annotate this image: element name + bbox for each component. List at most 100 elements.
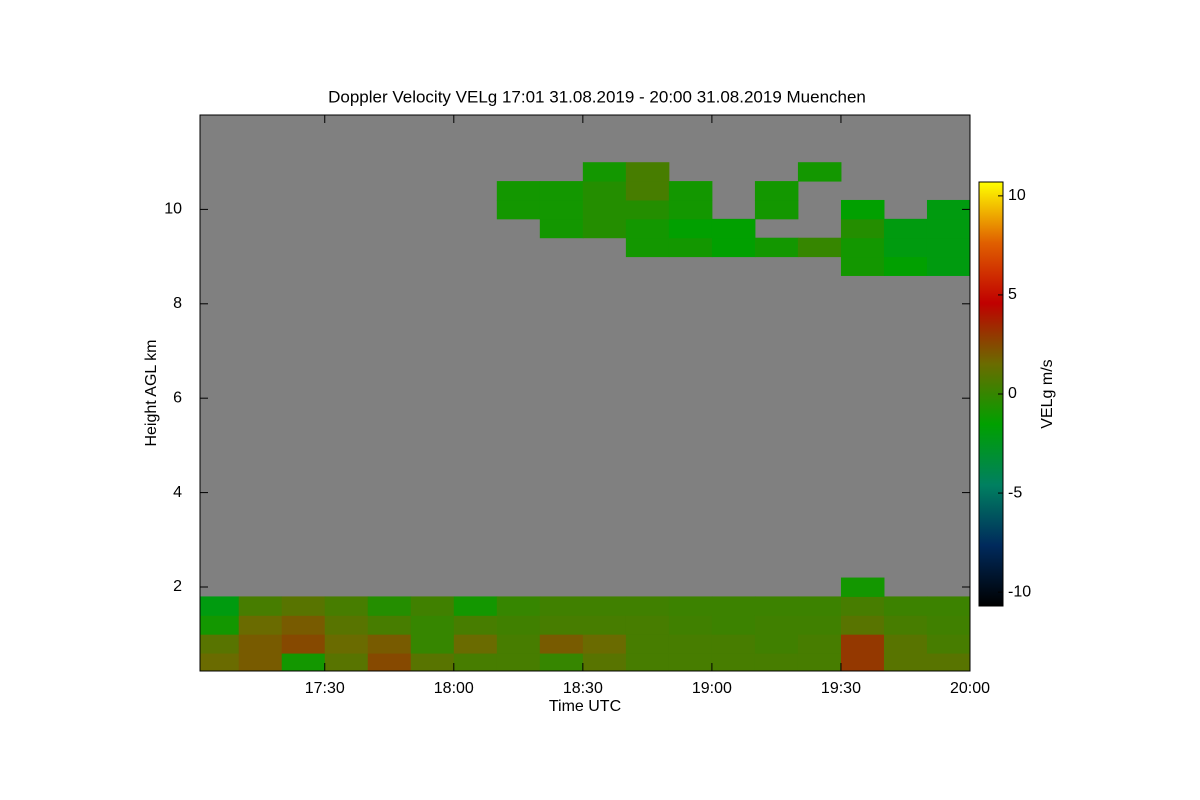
y-tick-label: 2: [173, 578, 182, 595]
heatmap-cell: [926, 218, 971, 239]
heatmap-cell: [539, 181, 584, 201]
heatmap-cell: [410, 596, 455, 616]
heatmap-cell: [625, 615, 670, 635]
heatmap-cell: [797, 615, 842, 635]
heatmap-cell: [797, 237, 842, 258]
heatmap-cell: [711, 237, 756, 258]
x-tick-label: 19:00: [692, 680, 732, 697]
heatmap-cell: [367, 615, 412, 635]
heatmap-cell: [582, 615, 627, 635]
x-tick-label: 19:30: [821, 680, 861, 697]
heatmap-cell: [200, 653, 240, 672]
heatmap-cell: [668, 199, 713, 220]
heatmap-cell: [754, 181, 799, 201]
heatmap-cell: [539, 199, 584, 220]
colorbar-tick-label: 0: [1008, 385, 1017, 402]
colorbar-tick-label: -5: [1008, 484, 1022, 501]
heatmap-cell: [797, 653, 842, 672]
heatmap-cell: [496, 181, 541, 201]
heatmap-cell: [281, 653, 326, 672]
heatmap-cell: [926, 256, 971, 276]
heatmap-cell: [625, 181, 670, 201]
heatmap-cell: [754, 653, 799, 672]
heatmap-cell: [582, 162, 627, 182]
heatmap-cell: [324, 596, 369, 616]
heatmap-cell: [926, 634, 971, 654]
heatmap-cell: [281, 615, 326, 635]
heatmap-cell: [840, 577, 885, 597]
heatmap-cell: [539, 653, 584, 672]
heatmap-cell: [883, 237, 928, 258]
x-tick-label: 17:30: [305, 680, 345, 697]
heatmap-cell: [582, 218, 627, 239]
x-axis-label: Time UTC: [549, 698, 621, 715]
heatmap-cell: [367, 596, 412, 616]
heatmap-cell: [883, 218, 928, 239]
colorbar-tick-label: -10: [1008, 583, 1031, 600]
heatmap-cell: [840, 634, 885, 654]
heatmap-cell: [582, 596, 627, 616]
heatmap-cell: [668, 634, 713, 654]
heatmap-cell: [496, 596, 541, 616]
heatmap-cell: [324, 653, 369, 672]
heatmap-cell: [410, 653, 455, 672]
heatmap-cell: [840, 615, 885, 635]
heatmap-cell: [754, 634, 799, 654]
heatmap-cell: [625, 653, 670, 672]
y-tick-label: 4: [173, 484, 182, 501]
heatmap-cell: [410, 615, 455, 635]
heatmap-cell: [324, 634, 369, 654]
heatmap-cell: [668, 237, 713, 258]
heatmap-cell: [754, 199, 799, 220]
heatmap-cell: [625, 218, 670, 239]
heatmap-cell: [668, 218, 713, 239]
heatmap-cell: [496, 199, 541, 220]
heatmap-cell: [367, 634, 412, 654]
chart-title: Doppler Velocity VELg 17:01 31.08.2019 -…: [328, 87, 866, 106]
heatmap-cell: [883, 653, 928, 672]
heatmap-cell: [496, 615, 541, 635]
heatmap-cell: [582, 653, 627, 672]
heatmap-cell: [200, 596, 240, 616]
heatmap-cell: [238, 596, 283, 616]
heatmap-cell: [324, 615, 369, 635]
heatmap-cell: [625, 634, 670, 654]
y-tick-label: 8: [173, 295, 182, 312]
x-tick-label: 18:00: [434, 680, 474, 697]
heatmap-cell: [539, 634, 584, 654]
heatmap-cell: [711, 653, 756, 672]
heatmap-cell: [539, 615, 584, 635]
heatmap-cell: [453, 596, 498, 616]
heatmap-cell: [238, 615, 283, 635]
heatmap-cell: [754, 615, 799, 635]
heatmap-cell: [926, 199, 971, 220]
heatmap-cell: [883, 256, 928, 276]
heatmap-cell: [410, 634, 455, 654]
heatmap-cell: [539, 596, 584, 616]
heatmap-cell: [668, 615, 713, 635]
heatmap-cell: [926, 596, 971, 616]
heatmap-cell: [668, 653, 713, 672]
heatmap-cell: [840, 256, 885, 276]
heatmap-cell: [797, 634, 842, 654]
heatmap-cell: [840, 596, 885, 616]
heatmap-cell: [711, 615, 756, 635]
heatmap-cell: [281, 596, 326, 616]
heatmap-cell: [926, 237, 971, 258]
colorbar-tick-label: 10: [1008, 187, 1026, 204]
heatmap-cell: [840, 237, 885, 258]
x-tick-label: 18:30: [563, 680, 603, 697]
heatmap-cell: [883, 596, 928, 616]
heatmap-cell: [754, 237, 799, 258]
heatmap-cell: [238, 653, 283, 672]
heatmap-cell: [625, 162, 670, 182]
heatmap-cell: [797, 162, 842, 182]
heatmap-cell: [840, 653, 885, 672]
heatmap-cell: [754, 596, 799, 616]
heatmap-cell: [711, 218, 756, 239]
heatmap-cell: [281, 634, 326, 654]
heatmap-cell: [840, 218, 885, 239]
heatmap-cell: [367, 653, 412, 672]
heatmap-cell: [668, 181, 713, 201]
heatmap-cell: [582, 199, 627, 220]
